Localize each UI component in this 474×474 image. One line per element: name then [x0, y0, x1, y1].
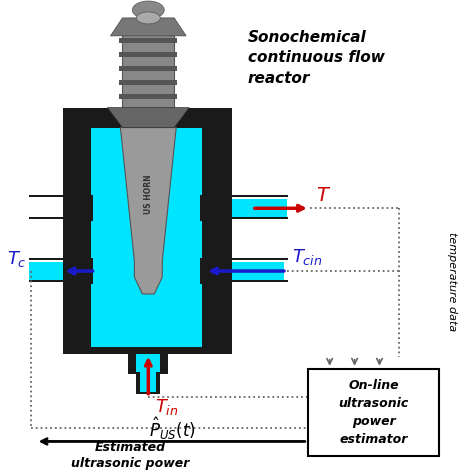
Bar [119, 38, 177, 43]
Bar [119, 52, 177, 57]
Bar [29, 195, 92, 197]
Bar [119, 94, 177, 99]
Text: temperature data: temperature data [447, 232, 457, 332]
Ellipse shape [132, 1, 164, 19]
Ellipse shape [137, 12, 160, 24]
Bar [29, 280, 92, 282]
Bar [137, 364, 160, 393]
Bar [63, 108, 91, 354]
Bar [81, 258, 92, 284]
Bar [200, 280, 288, 282]
Text: Sonochemical
continuous flow
reactor: Sonochemical continuous flow reactor [248, 30, 385, 86]
Text: $T_{cin}$: $T_{cin}$ [292, 247, 322, 267]
Bar [63, 108, 232, 354]
Text: US HORN: US HORN [144, 174, 153, 214]
Bar [140, 364, 156, 392]
Text: On-line
ultrasonic
power
estimator: On-line ultrasonic power estimator [338, 379, 409, 446]
Bar [137, 354, 160, 372]
Bar [200, 217, 288, 219]
Bar [81, 195, 92, 221]
Bar [122, 18, 174, 108]
Bar [29, 217, 92, 219]
Bar [63, 199, 91, 217]
Bar [119, 80, 177, 85]
Bar [63, 108, 232, 128]
Polygon shape [108, 108, 189, 128]
Bar [29, 262, 91, 280]
Bar [200, 195, 288, 197]
Text: $\hat{P}_{US}(t)$: $\hat{P}_{US}(t)$ [149, 415, 196, 442]
Bar [200, 258, 288, 260]
Bar [128, 354, 168, 374]
Text: $T_c$: $T_c$ [7, 249, 27, 269]
Text: $T_{in}$: $T_{in}$ [155, 397, 179, 417]
Polygon shape [110, 18, 186, 36]
Bar [91, 125, 202, 347]
Bar [29, 258, 92, 260]
Bar [200, 195, 210, 221]
Bar [202, 262, 284, 280]
Text: Estimated
ultrasonic power: Estimated ultrasonic power [71, 441, 190, 470]
Bar [202, 108, 232, 354]
Bar [308, 369, 439, 456]
Bar [119, 66, 177, 71]
Polygon shape [120, 128, 176, 294]
Bar [202, 199, 287, 217]
Bar [200, 258, 210, 284]
Text: $T$: $T$ [316, 186, 331, 205]
